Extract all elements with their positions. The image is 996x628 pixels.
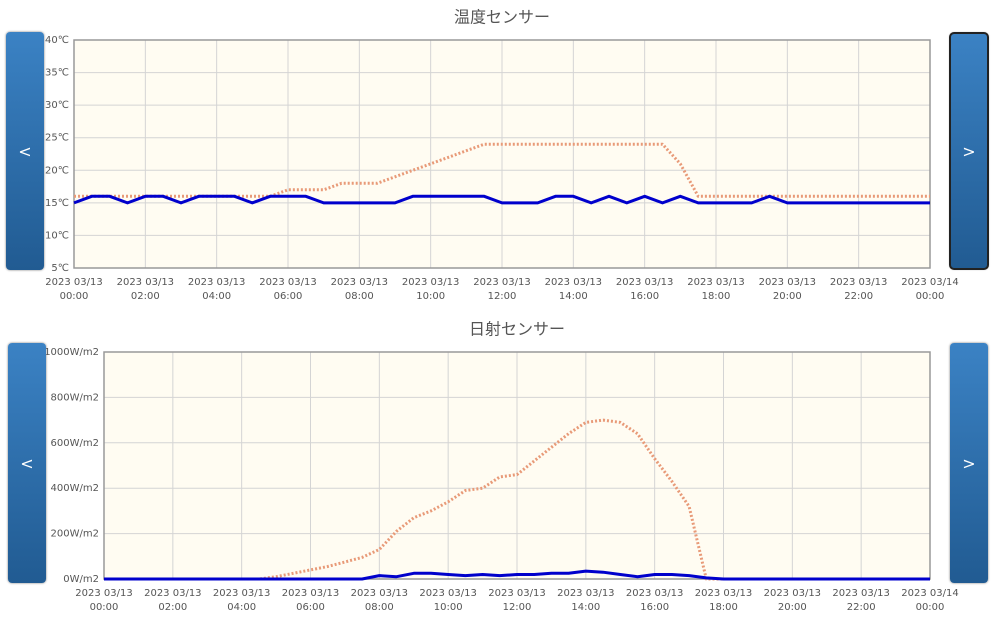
prev-button[interactable]: < xyxy=(8,343,46,583)
y-tick-label: 600W/m2 xyxy=(51,438,99,449)
prev-button[interactable]: < xyxy=(6,32,44,270)
x-tick-label: 2023 03/13 12:00 xyxy=(473,277,531,302)
x-tick-label: 2023 03/13 04:00 xyxy=(212,588,271,613)
data-line xyxy=(104,569,930,581)
x-tick-label: 2023 03/13 16:00 xyxy=(615,277,674,302)
plot-border xyxy=(103,351,931,580)
y-tick-label: 40℃ xyxy=(45,35,69,46)
x-tick-label: 2023 03/13 20:00 xyxy=(758,277,817,302)
data-line xyxy=(74,142,930,198)
x-tick-label: 2023 03/13 14:00 xyxy=(557,588,615,613)
x-tick-label: 2023 03/13 12:00 xyxy=(488,588,546,613)
next-button[interactable]: > xyxy=(950,343,988,583)
y-tick-label: 35℃ xyxy=(45,68,69,79)
y-tick-label: 5℃ xyxy=(51,263,69,274)
x-tick-label: 2023 03/13 06:00 xyxy=(259,277,317,302)
x-tick-label: 2023 03/13 22:00 xyxy=(832,588,890,613)
y-tick-label: 25℃ xyxy=(45,133,69,144)
x-tick-label: 2023 03/13 06:00 xyxy=(281,588,340,613)
y-tick-label: 400W/m2 xyxy=(51,483,99,494)
y-tick-label: 1000W/m2 xyxy=(44,347,99,358)
next-button[interactable]: > xyxy=(949,32,989,270)
x-tick-label: 2023 03/14 00:00 xyxy=(901,588,959,613)
y-tick-label: 0W/m2 xyxy=(63,574,99,585)
y-tick-label: 15℃ xyxy=(45,198,69,209)
x-tick-label: 2023 03/13 04:00 xyxy=(187,277,246,302)
x-tick-label: 2023 03/13 02:00 xyxy=(116,277,175,302)
x-tick-label: 2023 03/13 10:00 xyxy=(419,588,477,613)
x-tick-label: 2023 03/13 14:00 xyxy=(544,277,603,302)
y-tick-label: 10℃ xyxy=(45,230,69,241)
y-tick-label: 200W/m2 xyxy=(51,529,99,540)
y-tick-label: 20℃ xyxy=(45,165,69,176)
plot-border xyxy=(73,39,931,269)
x-tick-label: 2023 03/13 22:00 xyxy=(829,277,888,302)
x-tick-label: 2023 03/13 00:00 xyxy=(75,588,133,613)
y-tick-label: 30℃ xyxy=(45,100,69,111)
x-tick-label: 2023 03/13 08:00 xyxy=(330,277,389,302)
x-tick-label: 2023 03/14 00:00 xyxy=(901,277,959,302)
chart-title: 温度センサー xyxy=(454,8,550,27)
x-tick-label: 2023 03/13 02:00 xyxy=(144,588,202,613)
x-tick-label: 2023 03/13 00:00 xyxy=(45,277,103,302)
data-line xyxy=(73,194,930,205)
x-tick-label: 2023 03/13 18:00 xyxy=(687,277,745,302)
y-tick-label: 800W/m2 xyxy=(51,392,99,403)
x-tick-label: 2023 03/13 18:00 xyxy=(694,588,753,613)
x-tick-label: 2023 03/13 08:00 xyxy=(350,588,409,613)
x-tick-label: 2023 03/13 16:00 xyxy=(625,588,684,613)
chart-title: 日射センサー xyxy=(469,320,565,339)
x-tick-label: 2023 03/13 20:00 xyxy=(763,588,822,613)
x-tick-label: 2023 03/13 10:00 xyxy=(401,277,460,302)
